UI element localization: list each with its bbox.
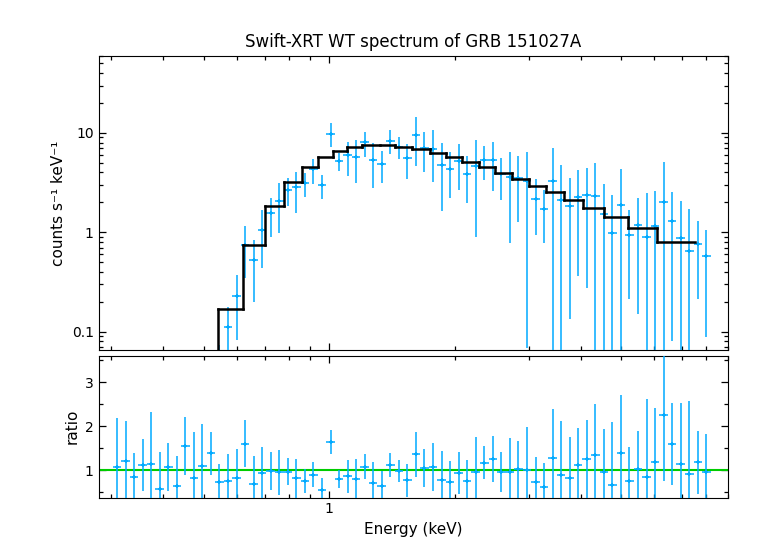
X-axis label: Energy (keV): Energy (keV) xyxy=(364,522,462,537)
Y-axis label: ratio: ratio xyxy=(64,409,80,444)
Y-axis label: counts s⁻¹ keV⁻¹: counts s⁻¹ keV⁻¹ xyxy=(51,140,66,266)
Title: Swift-XRT WT spectrum of GRB 151027A: Swift-XRT WT spectrum of GRB 151027A xyxy=(245,33,581,51)
